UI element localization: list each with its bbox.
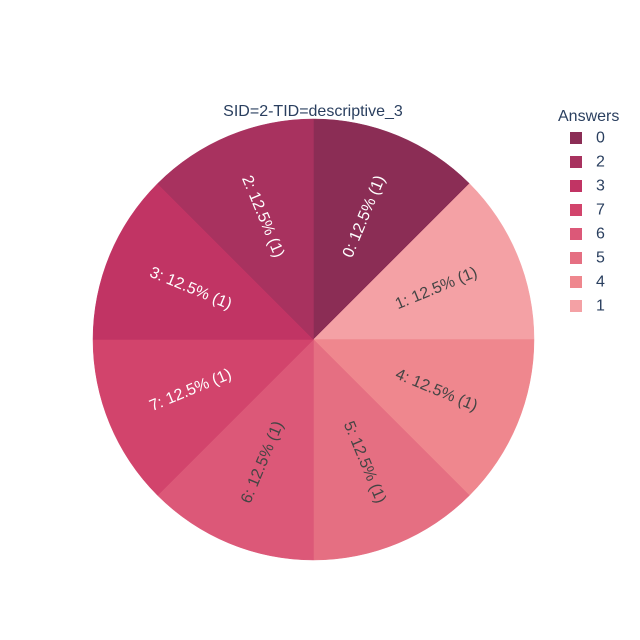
pie-slice-6[interactable] — [157, 338, 314, 561]
legend-swatch-3[interactable] — [570, 180, 582, 192]
legend-swatch-7[interactable] — [570, 204, 582, 216]
pie-slice-2[interactable] — [157, 118, 314, 341]
pie-slice-0[interactable] — [313, 118, 470, 341]
legend: Answers 0 2 3 7 6 5 4 1 — [558, 108, 619, 315]
pie-slices: 0: 12.5% (1)1: 12.5% (1)4: 12.5% (1)5: 1… — [92, 118, 535, 561]
pie-slice-7[interactable] — [92, 339, 315, 496]
legend-label-1[interactable]: 1 — [596, 298, 605, 315]
legend-swatch-2[interactable] — [570, 156, 582, 168]
legend-label-7[interactable]: 7 — [596, 202, 605, 219]
legend-label-4[interactable]: 4 — [596, 274, 605, 291]
legend-swatch-4[interactable] — [570, 276, 582, 288]
legend-title: Answers — [558, 108, 619, 125]
legend-label-2[interactable]: 2 — [596, 154, 605, 171]
legend-swatch-0[interactable] — [570, 132, 582, 144]
pie-slice-4[interactable] — [312, 339, 535, 496]
pie-slice-3[interactable] — [92, 183, 315, 340]
pie-slice-1[interactable] — [312, 183, 535, 340]
legend-label-6[interactable]: 6 — [596, 226, 605, 243]
legend-swatch-6[interactable] — [570, 228, 582, 240]
legend-label-3[interactable]: 3 — [596, 178, 605, 195]
pie-slice-5[interactable] — [313, 338, 470, 561]
legend-label-5[interactable]: 5 — [596, 250, 605, 267]
chart-title: SID=2-TID=descriptive_3 — [223, 103, 403, 120]
legend-swatch-1[interactable] — [570, 300, 582, 312]
legend-swatch-5[interactable] — [570, 252, 582, 264]
legend-label-0[interactable]: 0 — [596, 130, 605, 147]
